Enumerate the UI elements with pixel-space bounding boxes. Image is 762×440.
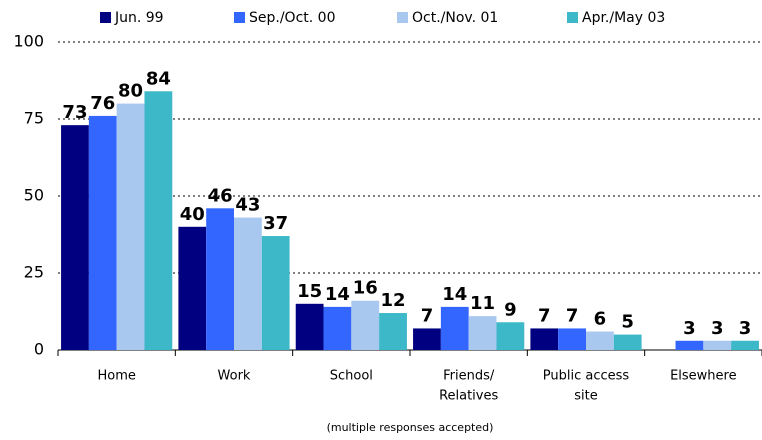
data-label: 46 (208, 185, 233, 206)
footnote: (multiple responses accepted) (327, 421, 494, 434)
data-label: 12 (381, 290, 406, 311)
data-label: 16 (353, 278, 378, 299)
y-tick-label: 100 (13, 32, 44, 51)
bar (144, 91, 173, 350)
bar (413, 328, 441, 350)
bar (440, 306, 469, 350)
bar (613, 334, 642, 350)
legend-swatch (567, 12, 578, 23)
y-tick-label: 25 (24, 263, 44, 282)
data-label: 14 (442, 284, 467, 305)
x-tick-label: Home (97, 369, 135, 384)
data-label: 80 (118, 81, 143, 102)
legend-swatch (397, 12, 408, 23)
data-label: 43 (235, 195, 260, 216)
x-tick-label: Friends/ (443, 369, 495, 384)
legend-label: Apr./May 03 (582, 10, 665, 26)
data-label: 84 (146, 68, 171, 89)
bar (530, 328, 559, 350)
legend-label: Jun. 99 (114, 10, 164, 26)
bar (468, 316, 497, 350)
y-tick-label: 75 (24, 109, 44, 128)
bar (116, 103, 145, 350)
bar (703, 340, 732, 350)
data-label: 15 (297, 281, 322, 302)
bar (323, 306, 352, 350)
data-label: 3 (711, 318, 724, 339)
data-label: 3 (683, 318, 696, 339)
bar (675, 340, 704, 350)
bar (261, 236, 290, 350)
data-label: 6 (594, 309, 607, 330)
bar (586, 331, 614, 350)
bar (234, 217, 262, 350)
bar (178, 226, 207, 350)
x-tick-label: Public access (543, 369, 630, 384)
data-label: 7 (538, 305, 551, 326)
bar (351, 300, 380, 350)
data-label: 37 (263, 213, 288, 234)
bar (295, 303, 324, 350)
y-tick-label: 50 (24, 186, 44, 205)
data-label: 9 (504, 299, 517, 320)
bar (88, 115, 117, 350)
bar (496, 322, 525, 350)
bar (206, 208, 234, 350)
bar (731, 340, 759, 350)
data-label: 76 (90, 93, 115, 114)
legend-label: Sep./Oct. 00 (249, 10, 335, 26)
x-tick-label: Work (218, 369, 251, 384)
data-label: 7 (421, 305, 434, 326)
bar (379, 313, 407, 350)
bar (61, 125, 89, 350)
legend-swatch (234, 12, 245, 23)
data-label: 7 (566, 305, 579, 326)
data-label: 40 (180, 204, 205, 225)
data-label: 73 (62, 102, 87, 123)
legend-label: Oct./Nov. 01 (412, 10, 498, 26)
y-tick-label: 0 (34, 340, 44, 359)
data-label: 11 (470, 293, 495, 314)
x-tick-label: Relatives (439, 389, 498, 404)
legend-swatch (100, 12, 111, 23)
data-label: 3 (739, 318, 752, 339)
x-tick-label: School (330, 369, 373, 384)
bar (558, 328, 586, 350)
x-tick-label: site (574, 389, 597, 404)
x-tick-label: Elsewhere (670, 369, 737, 384)
data-label: 14 (325, 284, 350, 305)
data-label: 5 (621, 312, 634, 333)
